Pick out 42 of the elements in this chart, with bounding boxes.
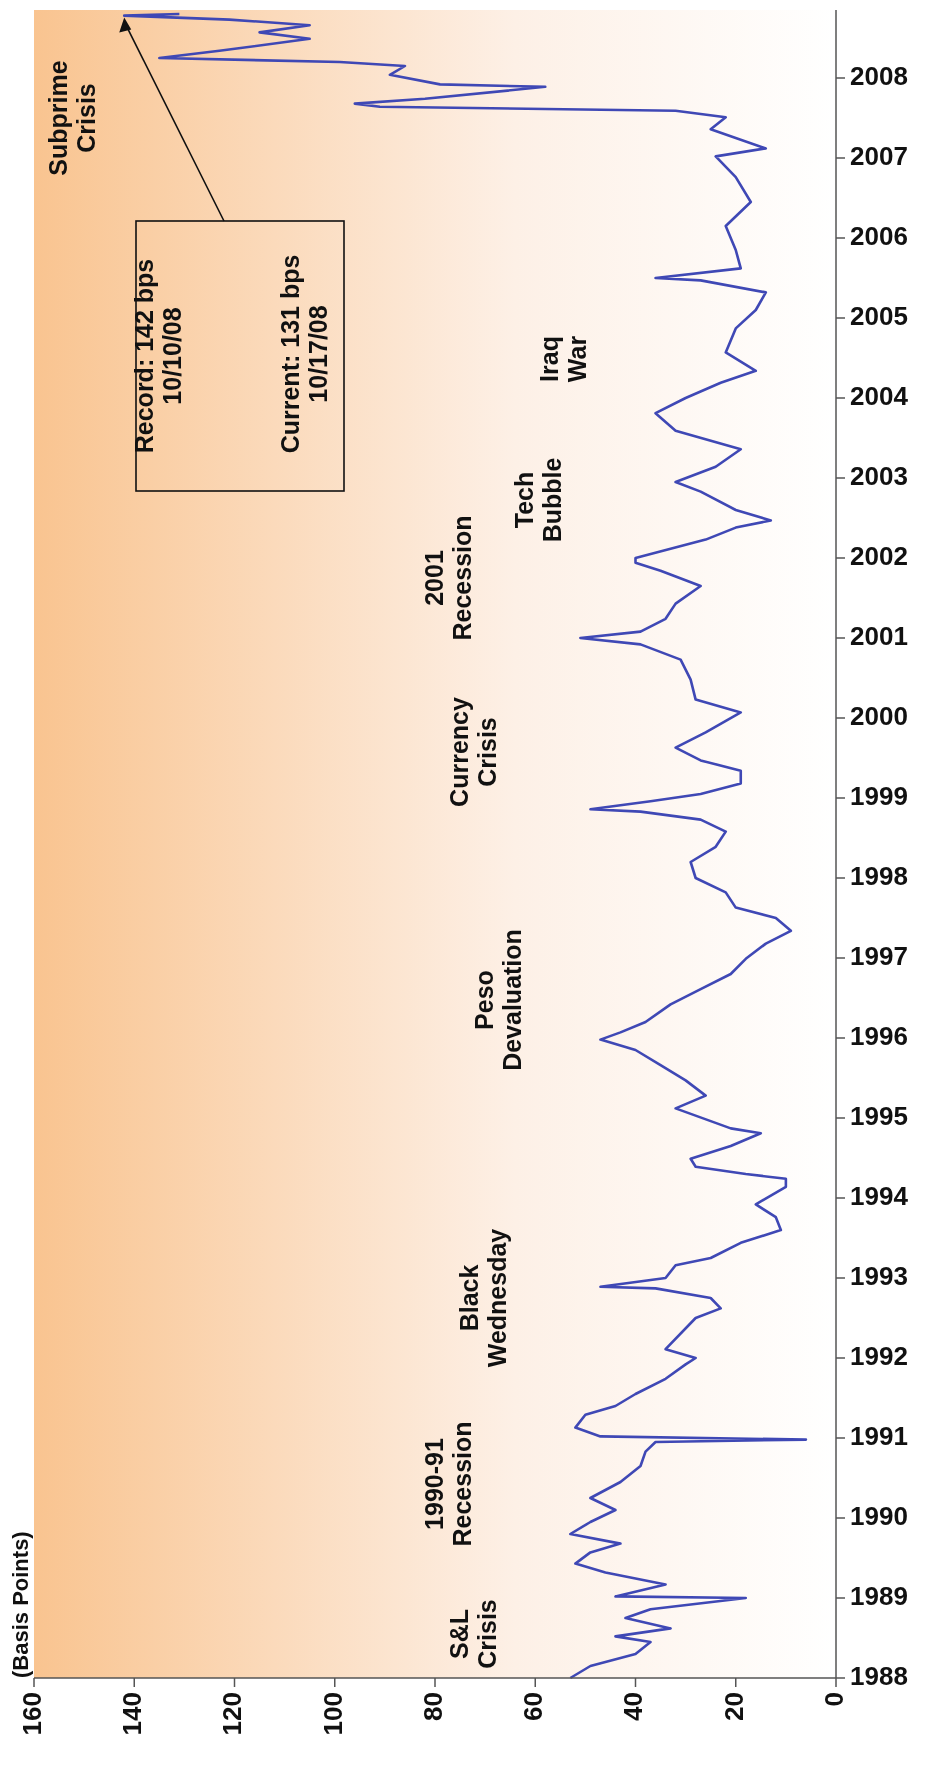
y-tick-label: 2000 xyxy=(850,700,908,731)
x-tick-label: 60 xyxy=(518,1692,549,1721)
y-tick-label: 1998 xyxy=(850,860,908,891)
y-tick-label: 2005 xyxy=(850,300,908,331)
y-tick-label: 1995 xyxy=(850,1100,908,1131)
y-tick-label: 2002 xyxy=(850,540,908,571)
y-tick-label: 1999 xyxy=(850,780,908,811)
y-tick-label: 1988 xyxy=(850,1660,908,1691)
y-tick-label: 1991 xyxy=(850,1420,908,1451)
x-tick-label: 0 xyxy=(818,1692,849,1707)
annotation: Iraq War xyxy=(534,335,591,383)
x-tick-label: 120 xyxy=(217,1692,248,1736)
y-tick-label: 1997 xyxy=(850,940,908,971)
annotation: 2001 Recession xyxy=(419,515,476,641)
y-tick-label: 1990 xyxy=(850,1500,908,1531)
y-tick-label: 1994 xyxy=(850,1180,909,1211)
y-tick-label: 2006 xyxy=(850,220,908,251)
y-tick-label: 1996 xyxy=(850,1020,908,1051)
annotation: Current: 131 bps 10/17/08 xyxy=(275,254,332,454)
y-tick-label: 1992 xyxy=(850,1340,908,1371)
annotation: Record: 142 bps 10/10/08 xyxy=(129,258,186,454)
x-tick-label: 160 xyxy=(16,1692,47,1736)
annotation: S&L Crisis xyxy=(444,1599,501,1669)
y-tick-label: 2003 xyxy=(850,460,908,491)
text: (Basis Points) xyxy=(7,1531,33,1678)
x-tick-label: 20 xyxy=(718,1692,749,1721)
annotation: Tech Bubble xyxy=(509,457,566,543)
x-tick-label: 40 xyxy=(618,1692,649,1721)
x-tick-label: 80 xyxy=(417,1692,448,1721)
x-tick-label: 140 xyxy=(117,1692,148,1736)
annotation: Subprime Crisis xyxy=(43,60,100,176)
y-tick-label: 1989 xyxy=(850,1580,908,1611)
annotation: Black Wednesday xyxy=(454,1228,511,1368)
y-tick-label: 2008 xyxy=(850,60,908,91)
x-tick-label: 100 xyxy=(317,1692,348,1736)
y-tick-label: 2007 xyxy=(850,140,908,171)
y-tick-label: 1993 xyxy=(850,1260,908,1291)
annotation: Currency Crisis xyxy=(444,697,501,807)
y-tick-label: 2004 xyxy=(850,380,909,411)
annotation: Peso Devaluation xyxy=(469,929,526,1071)
y-tick-label: 2001 xyxy=(850,620,908,651)
annotation: 1990-91 Recession xyxy=(419,1421,476,1547)
